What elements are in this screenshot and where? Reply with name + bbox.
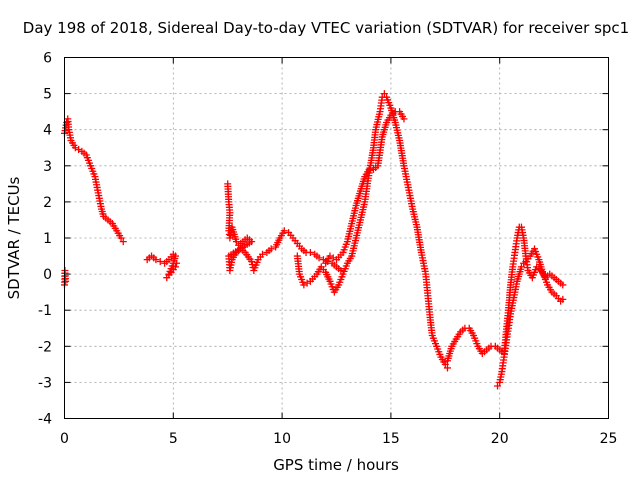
- y-tick-label: 1: [43, 231, 52, 247]
- series-segment-f: [322, 108, 408, 267]
- chart-title: Day 198 of 2018, Sidereal Day-to-day VTE…: [23, 19, 629, 37]
- data-point-marker: [267, 245, 275, 253]
- x-tick-label: 10: [273, 431, 291, 447]
- y-tick-label: 5: [43, 87, 52, 103]
- x-axis-title: GPS time / hours: [273, 456, 399, 474]
- y-tick-label: -4: [38, 412, 52, 428]
- data-point-marker: [119, 238, 127, 246]
- data-point-marker: [306, 248, 314, 256]
- data-point-marker: [400, 115, 408, 123]
- series-segment-h: [494, 245, 567, 390]
- data-point-marker: [232, 238, 240, 246]
- data-point-marker: [517, 263, 525, 271]
- data-point-marker: [248, 257, 256, 265]
- data-point-marker: [117, 234, 125, 242]
- series-segment-e: [293, 90, 451, 372]
- data-point-marker: [380, 90, 388, 98]
- data-point-marker: [559, 281, 567, 289]
- x-tick-label: 15: [382, 431, 400, 447]
- y-tick-label: -1: [38, 303, 52, 319]
- data-point-marker: [173, 259, 181, 267]
- data-point-marker: [259, 250, 267, 258]
- data-point-marker: [156, 257, 164, 265]
- series-segment-d: [224, 180, 345, 274]
- x-tick-label: 20: [491, 431, 509, 447]
- x-tick-label: 5: [169, 431, 178, 447]
- plot-frame: [64, 57, 609, 419]
- y-tick-labels: -4 -3 -2 -1 0 1 2 3 4 5 6: [38, 51, 52, 428]
- data-point-marker: [62, 277, 70, 285]
- data-point-marker: [315, 254, 323, 262]
- data-points: [61, 90, 567, 390]
- x-tick-label: 25: [600, 431, 618, 447]
- series-segment-a: [61, 266, 70, 289]
- data-point-marker: [319, 256, 327, 264]
- data-point-marker: [280, 227, 288, 235]
- series-segment-c: [143, 250, 181, 282]
- y-tick-label: 6: [43, 51, 52, 67]
- x-tick-labels: 0 5 10 15 20 25: [60, 431, 617, 447]
- data-point-marker: [152, 256, 160, 264]
- y-tick-label: 0: [43, 267, 52, 283]
- y-tick-label: 3: [43, 159, 52, 175]
- y-axis-title: SDTVAR / TECUs: [5, 176, 23, 299]
- x-tick-label: 0: [60, 431, 69, 447]
- data-point-marker: [337, 266, 345, 274]
- y-tick-label: 2: [43, 195, 52, 211]
- y-tick-label: -2: [38, 339, 52, 355]
- data-point-marker: [559, 295, 567, 303]
- data-point-marker: [494, 382, 502, 390]
- y-tick-label: 4: [43, 123, 52, 139]
- data-point-marker: [443, 364, 451, 372]
- y-tick-label: -3: [38, 375, 52, 391]
- series-segment-b: [61, 115, 127, 246]
- data-point-marker: [171, 263, 179, 271]
- data-point-marker: [441, 360, 449, 368]
